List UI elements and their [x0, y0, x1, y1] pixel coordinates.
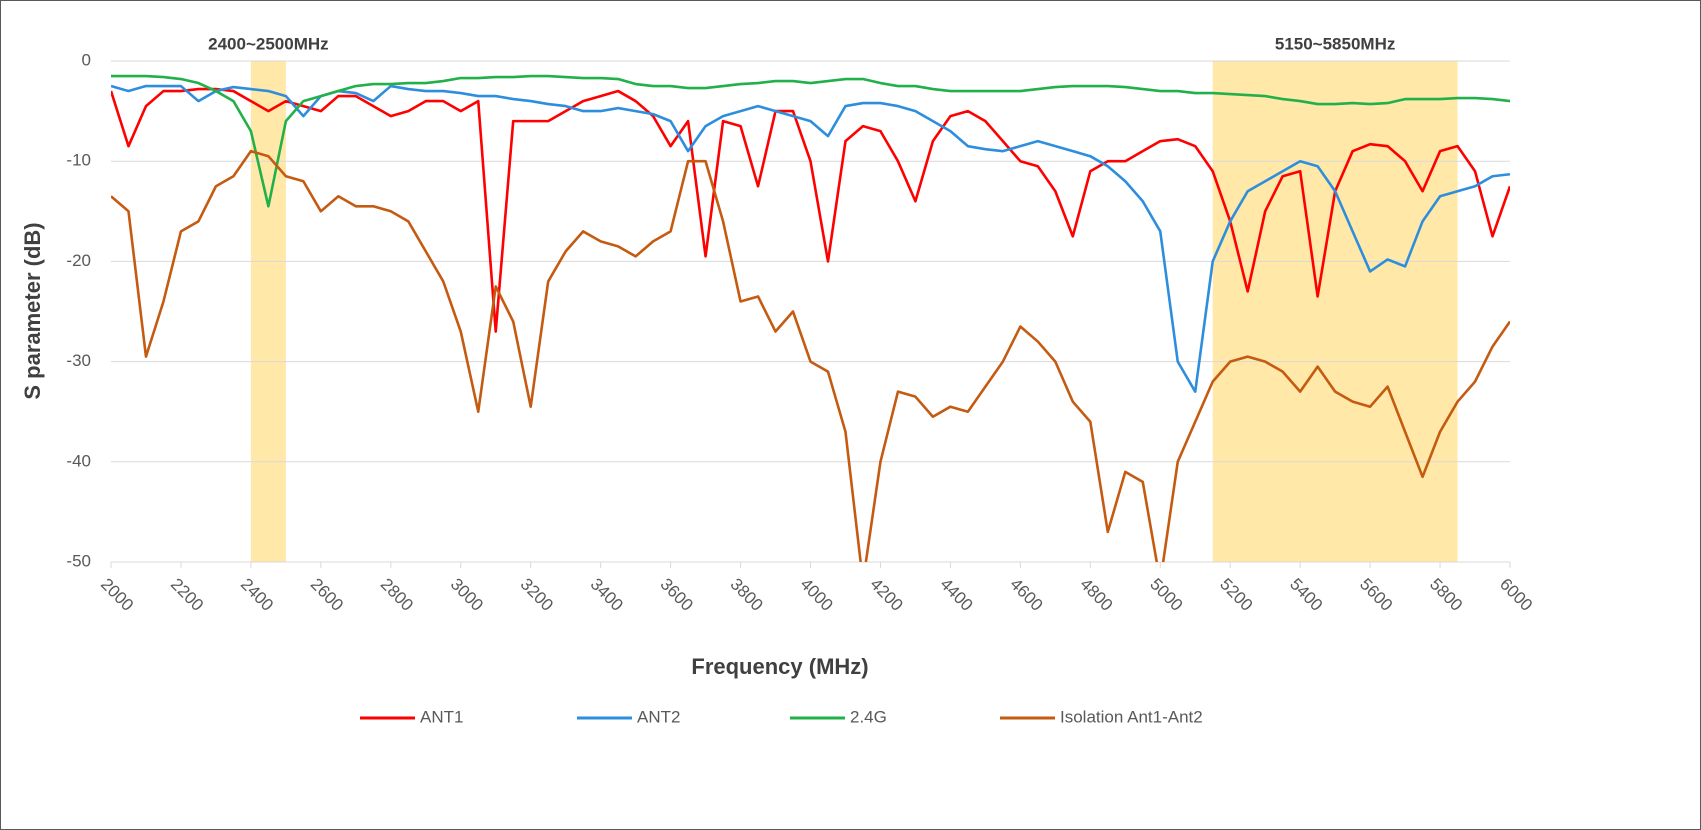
series-line [111, 149, 1510, 562]
x-axis-title: Frequency (MHz) [691, 654, 868, 679]
y-tick-label: -10 [66, 151, 91, 170]
highlight-band [250, 61, 286, 562]
y-axis-title: S parameter (dB) [20, 222, 45, 399]
series-line [111, 87, 1510, 333]
series-line [111, 74, 1510, 208]
bands [250, 61, 1458, 562]
y-tick-label: -50 [66, 551, 91, 570]
y-tick-label: -40 [66, 451, 91, 470]
highlight-band [1212, 61, 1458, 562]
legend-label: Isolation Ant1-Ant2 [1060, 707, 1203, 726]
legend-label: 2.4G [850, 707, 887, 726]
series-line [111, 84, 1510, 393]
band-label: 5150~5850MHz [1275, 34, 1396, 53]
lines [111, 74, 1510, 562]
y-tick-label: -20 [66, 251, 91, 270]
y-tick-label: -30 [66, 351, 91, 370]
band-label: 2400~2500MHz [208, 34, 329, 53]
legend-label: ANT1 [420, 707, 463, 726]
y-tick-label: 0 [82, 50, 91, 69]
legend-label: ANT2 [637, 707, 680, 726]
